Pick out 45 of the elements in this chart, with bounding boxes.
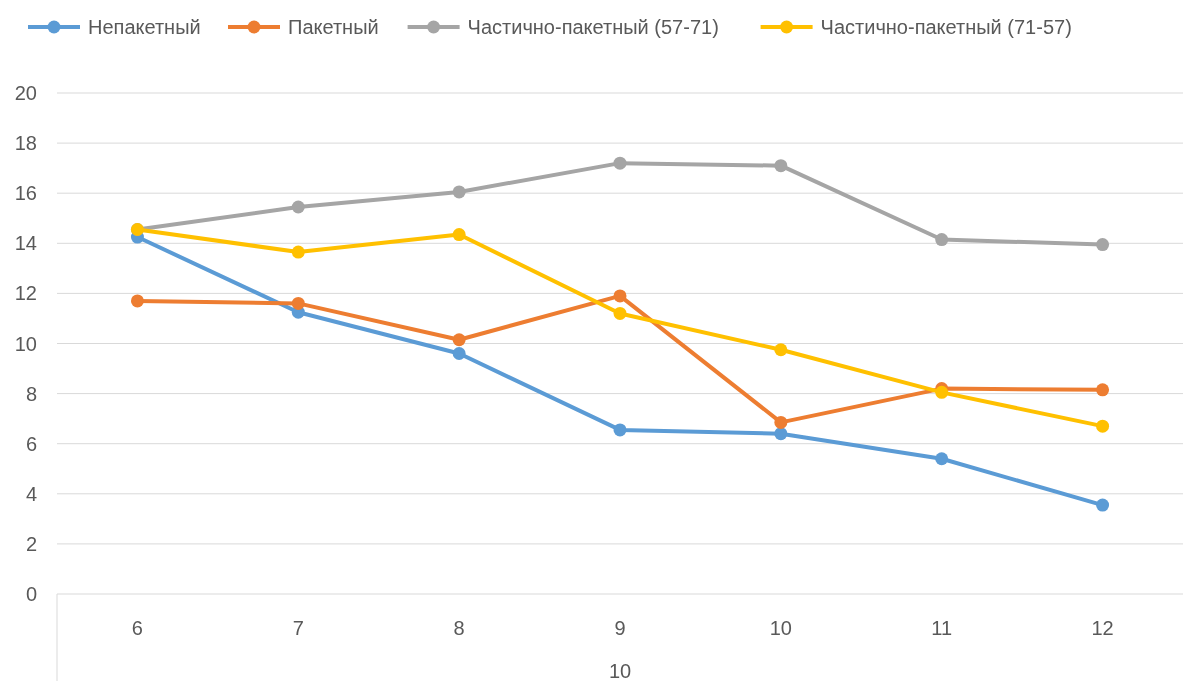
y-tick-label: 14 xyxy=(14,232,37,255)
legend-label: Частично-пакетный (57-71) xyxy=(467,16,719,38)
point xyxy=(452,228,466,242)
point xyxy=(1096,238,1110,252)
x-tick-label: 7 xyxy=(292,617,304,639)
y-tick-label: 2 xyxy=(25,532,37,555)
point xyxy=(774,415,788,429)
y-tick-label: 4 xyxy=(25,482,37,505)
y-tick-label: 16 xyxy=(14,182,37,205)
point xyxy=(613,423,627,437)
y-tick-label: 10 xyxy=(14,332,37,355)
point xyxy=(291,245,305,259)
x-tick-label: 8 xyxy=(453,617,465,639)
point xyxy=(291,296,305,310)
point xyxy=(452,333,466,347)
point xyxy=(774,159,788,173)
point xyxy=(613,289,627,303)
point xyxy=(774,427,788,441)
x-tick-label: 9 xyxy=(614,617,626,639)
point xyxy=(613,306,627,320)
y-tick-label: 0 xyxy=(25,583,37,605)
x-tick-label: 10 xyxy=(769,617,792,639)
point xyxy=(291,200,305,214)
x-tick-label: 12 xyxy=(1091,617,1114,639)
point xyxy=(613,156,627,170)
point xyxy=(774,343,788,357)
x-tick-label: 6 xyxy=(131,617,143,639)
point xyxy=(1096,419,1110,433)
y-tick-label: 8 xyxy=(25,382,37,405)
legend-label: Частично-пакетный (71-57) xyxy=(820,16,1072,38)
point xyxy=(452,347,466,361)
y-tick-label: 20 xyxy=(14,82,37,104)
point xyxy=(935,233,949,247)
point xyxy=(935,452,949,466)
x-tick-label: 11 xyxy=(931,617,953,639)
point xyxy=(130,294,144,308)
point xyxy=(1096,383,1110,397)
point xyxy=(1096,498,1110,512)
y-tick-label: 6 xyxy=(25,432,37,455)
legend-label: Непакетный xyxy=(88,16,201,38)
point xyxy=(452,185,466,199)
x-axis-title: 10 xyxy=(608,660,632,681)
y-tick-label: 12 xyxy=(14,282,37,305)
legend-label: Пакетный xyxy=(288,16,379,38)
y-tick-label: 18 xyxy=(14,132,37,155)
